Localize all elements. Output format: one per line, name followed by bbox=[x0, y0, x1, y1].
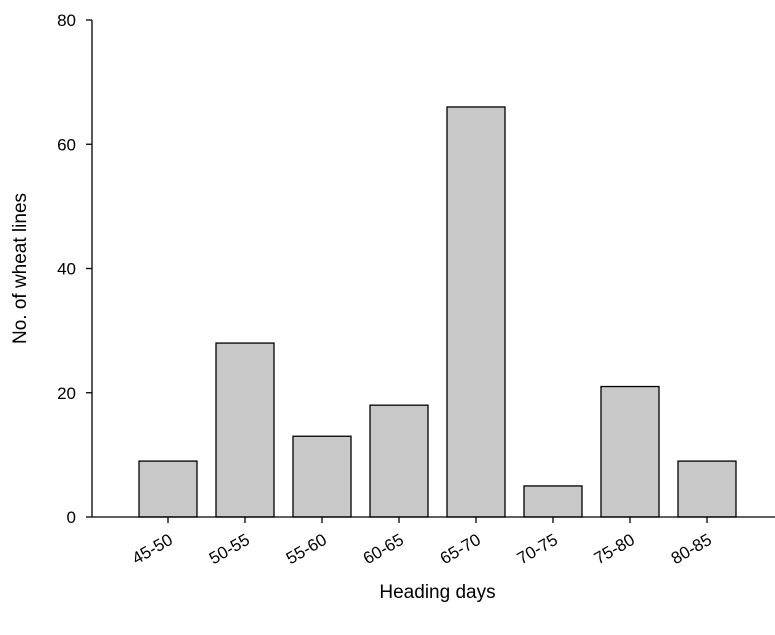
y-tick-label-60: 60 bbox=[57, 135, 76, 154]
bar-80-85 bbox=[677, 460, 737, 518]
x-tick-label-55-60: 55-60 bbox=[283, 530, 330, 568]
bar-55-60 bbox=[292, 435, 352, 518]
y-tick-label-40: 40 bbox=[57, 260, 76, 279]
y-tick-label-0: 0 bbox=[67, 508, 76, 527]
x-tick-label-60-65: 60-65 bbox=[360, 530, 407, 568]
x-tick-label-65-70: 65-70 bbox=[437, 530, 484, 568]
bar-50-55 bbox=[215, 342, 275, 518]
x-tick-label-80-85: 80-85 bbox=[668, 530, 715, 568]
y-tick-label-80: 80 bbox=[57, 11, 76, 30]
bar-70-75 bbox=[523, 485, 583, 518]
x-tick-label-50-55: 50-55 bbox=[206, 530, 253, 568]
x-axis-title: Heading days bbox=[379, 582, 495, 603]
bar-65-70 bbox=[446, 106, 506, 518]
bar-45-50 bbox=[138, 460, 198, 518]
y-tick-label-20: 20 bbox=[57, 384, 76, 403]
x-tick-label-75-80: 75-80 bbox=[591, 530, 638, 568]
bar-75-80 bbox=[600, 385, 660, 518]
bar-60-65 bbox=[369, 404, 429, 518]
x-tick-label-70-75: 70-75 bbox=[514, 530, 561, 568]
y-axis-title: No. of wheat lines bbox=[10, 193, 31, 344]
x-tick-label-45-50: 45-50 bbox=[129, 530, 176, 568]
